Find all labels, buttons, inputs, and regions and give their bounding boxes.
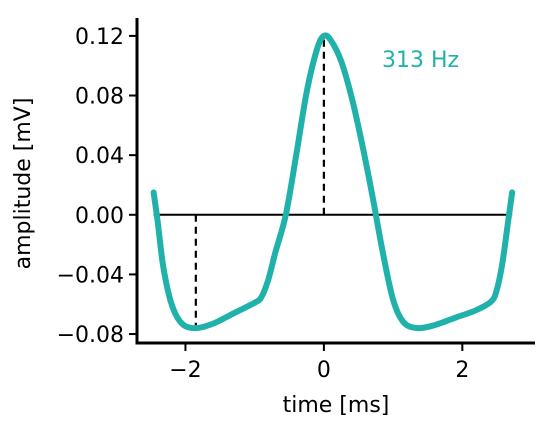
- y-tick-label: 0.08: [75, 85, 124, 110]
- waveform-series-line: [150, 32, 516, 332]
- y-tick-label: 0.12: [75, 25, 124, 50]
- x-tick-label: 2: [455, 358, 469, 383]
- x-axis-title: time [ms]: [283, 393, 390, 418]
- y-axis-title: amplitude [mV]: [11, 98, 36, 270]
- frequency-annotation: 313 Hz: [382, 48, 459, 73]
- axes: [135, 18, 535, 345]
- y-tick-label: −0.04: [57, 263, 124, 288]
- y-tick-label: 0.04: [75, 144, 124, 169]
- y-tick-label: 0.00: [75, 204, 124, 229]
- y-tick-label: −0.08: [57, 323, 124, 348]
- x-tick-label: −2: [169, 358, 201, 383]
- plot-area: [150, 32, 516, 332]
- ticks: −2 0 2 0.12 0.08 0.04 0.00 −0.04 −0.08: [57, 25, 470, 383]
- x-tick-label: 0: [317, 358, 331, 383]
